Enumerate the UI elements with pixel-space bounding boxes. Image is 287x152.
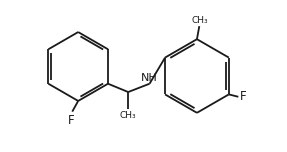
Text: F: F [240,90,246,103]
Text: NH: NH [141,73,158,83]
Text: F: F [68,114,74,126]
Text: CH₃: CH₃ [120,111,137,120]
Text: CH₃: CH₃ [191,16,208,25]
